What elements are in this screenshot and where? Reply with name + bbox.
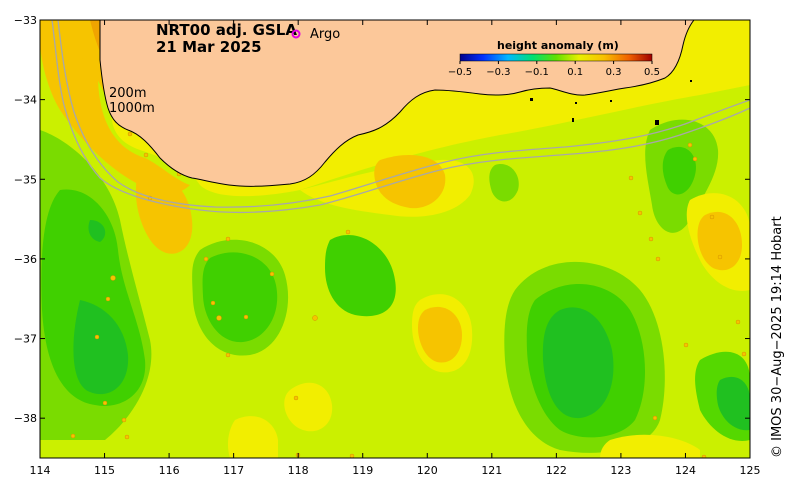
x-tick-label: 118: [288, 464, 309, 477]
x-axis: 114 115 116 117 118 119 120 121 122 123 124 125: [30, 20, 761, 477]
plot-frame: [39, 19, 751, 459]
y-tick-label: −33: [14, 14, 37, 27]
australia-landmass: [99, 20, 695, 187]
y-tick-label: −36: [14, 253, 37, 266]
argo-legend-label: Argo: [310, 27, 340, 42]
y-tick-label: −35: [14, 173, 37, 186]
contour-label-200m: 200m: [109, 86, 146, 101]
x-tick-label: 124: [675, 464, 696, 477]
x-tick-label: 117: [223, 464, 244, 477]
colorbar-tick-label: 0.5: [644, 67, 660, 78]
x-tick-label: 119: [352, 464, 373, 477]
x-tick-label: 115: [94, 464, 115, 477]
x-tick-label: 120: [417, 464, 438, 477]
x-tick-label: 125: [740, 464, 761, 477]
colorbar-tick-label: 0.1: [567, 67, 583, 78]
colorbar: height anomaly (m) −0.5 −0.3 −0.1 0.1 0.3 0.5: [448, 39, 660, 78]
map-title-line1: NRT00 adj. GSLA: [156, 21, 297, 39]
bathymetry-contours: [51, 20, 750, 214]
colorbar-title: height anomaly (m): [497, 39, 619, 52]
argo-marker-icon: [291, 29, 301, 39]
colorbar-tick-label: −0.5: [448, 67, 472, 78]
y-tick-label: −37: [14, 333, 37, 346]
imos-credit: © IMOS 30−Aug−2025 19:14 Hobart: [770, 216, 785, 458]
y-tick-label: −34: [14, 94, 37, 107]
colorbar-tick-label: −0.3: [486, 67, 510, 78]
sea-level-low-regions: [40, 119, 750, 453]
x-tick-label: 121: [481, 464, 502, 477]
y-axis: −33 −34 −35 −36 −37 −38: [14, 14, 750, 425]
plot-area: [40, 20, 750, 458]
y-tick-label: −38: [14, 412, 37, 425]
contour-label-1000m: 1000m: [109, 101, 155, 116]
x-tick-label: 123: [610, 464, 631, 477]
x-tick-label: 122: [546, 464, 567, 477]
colorbar-tick-label: 0.3: [606, 67, 622, 78]
x-tick-label: 116: [159, 464, 180, 477]
colorbar-gradient: [459, 53, 653, 62]
x-tick-label: 114: [30, 464, 51, 477]
colorbar-tick-label: −0.1: [525, 67, 549, 78]
sampling-dots: [70, 131, 747, 458]
map-title-line2: 21 Mar 2025: [156, 38, 262, 56]
